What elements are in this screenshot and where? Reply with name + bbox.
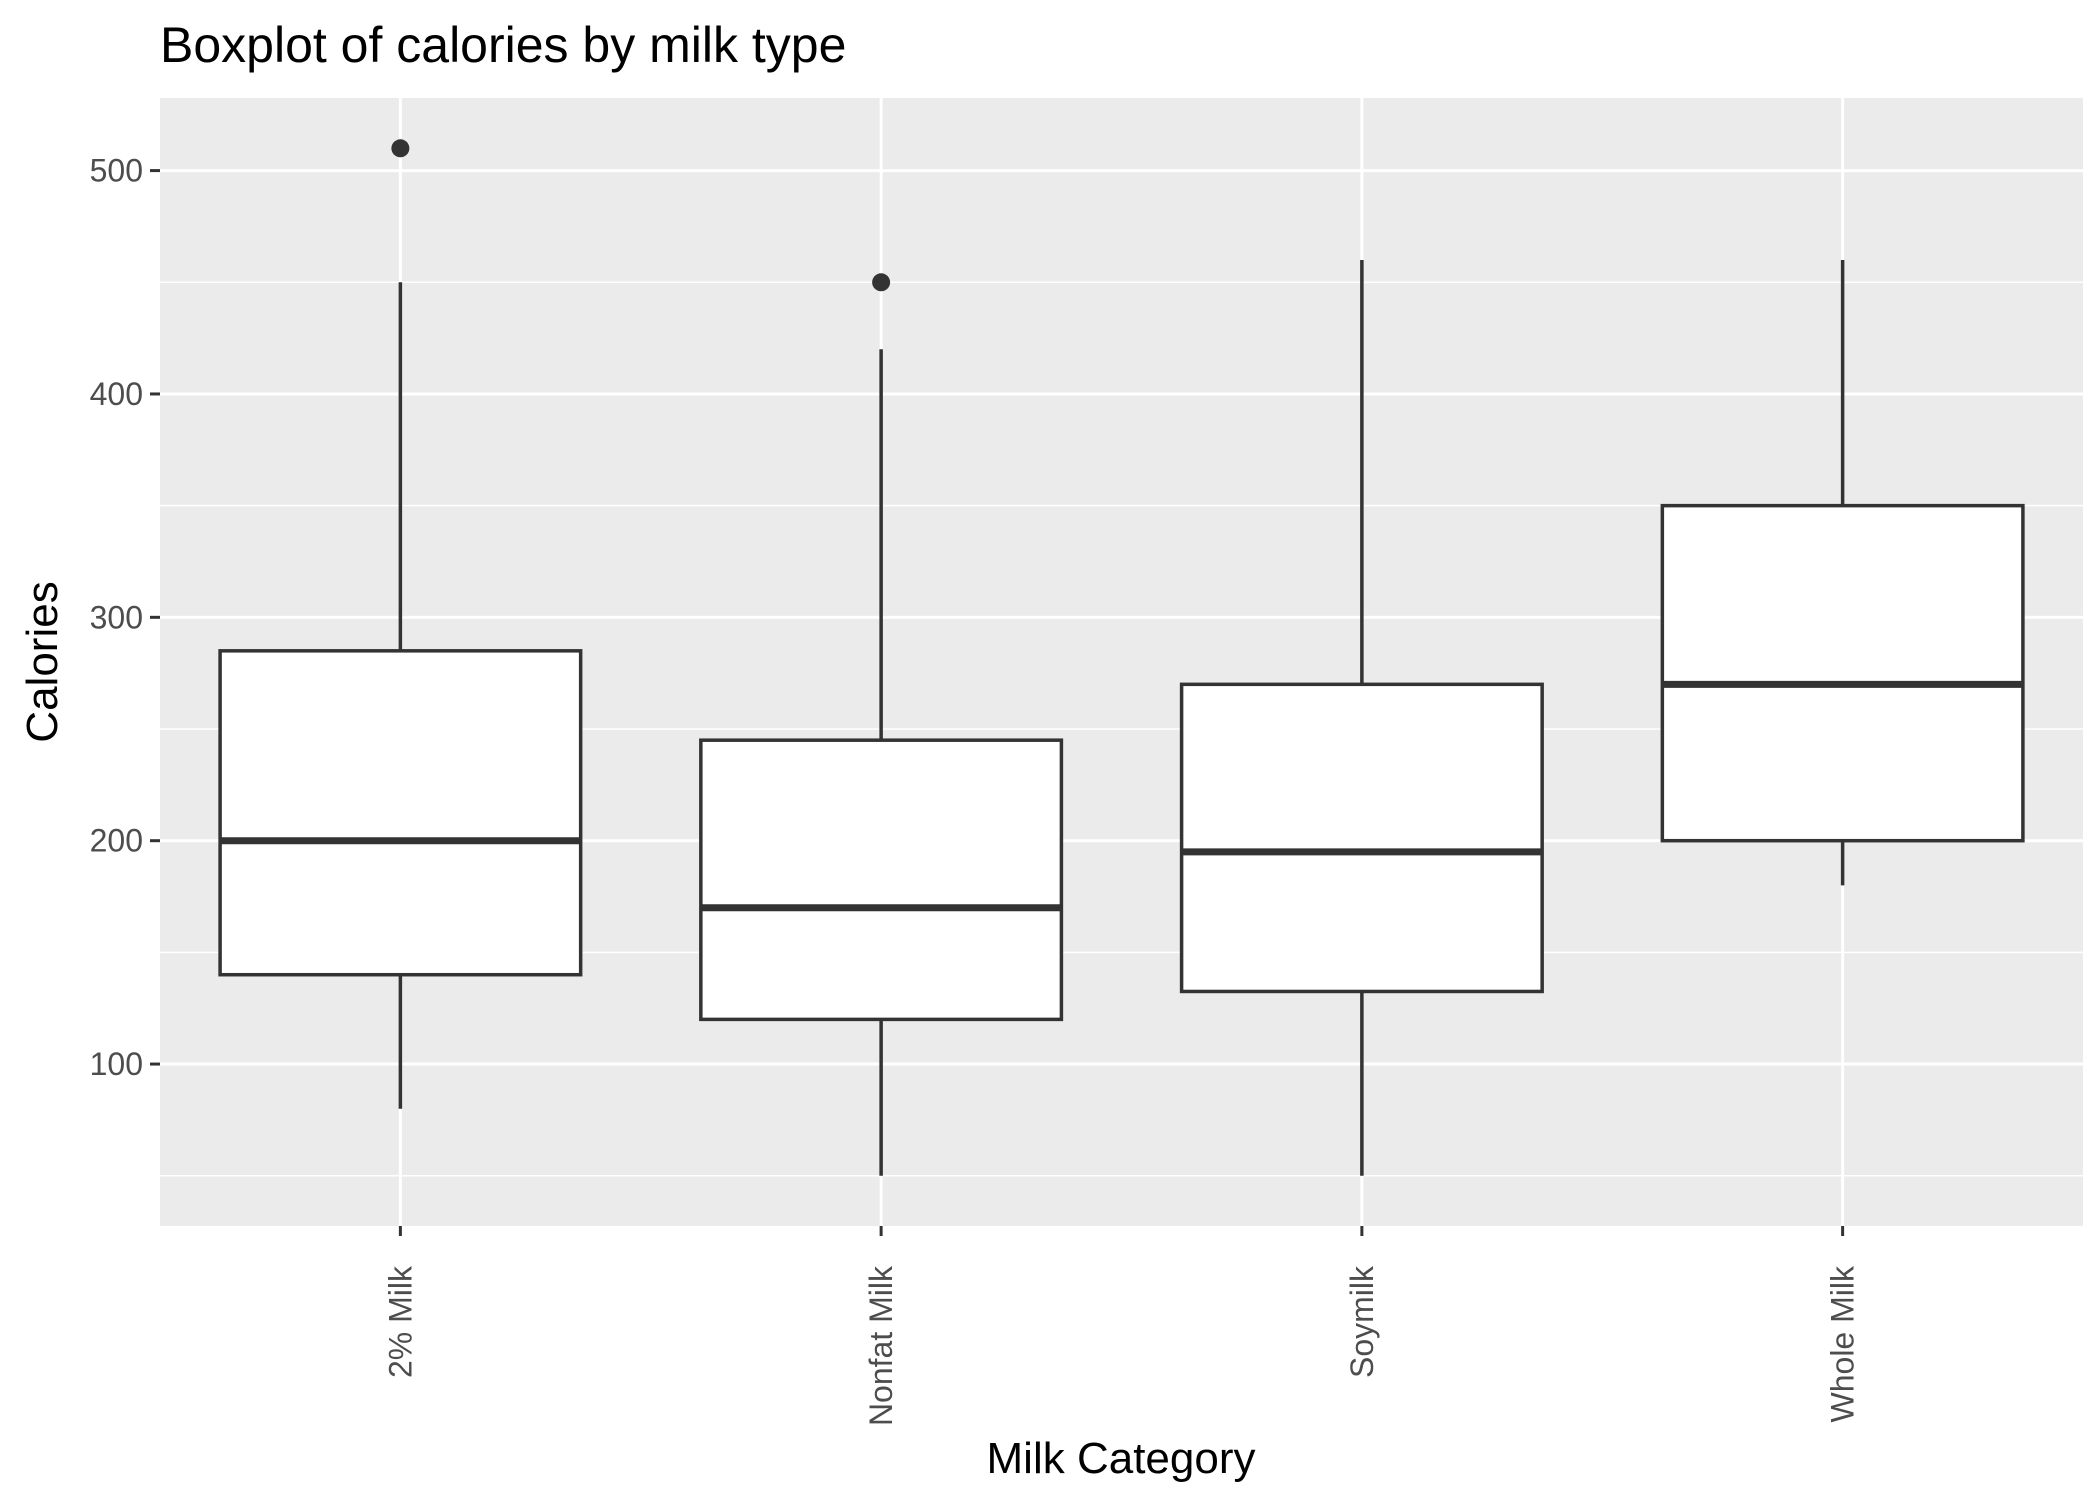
x-axis-title: Milk Category <box>987 1434 1256 1483</box>
iqr-box <box>699 738 1064 1022</box>
y-tick-label: 400 <box>90 376 143 412</box>
y-tick-label: 300 <box>90 599 143 635</box>
iqr-box <box>1660 503 2025 843</box>
y-axis-title: Calories <box>18 581 67 742</box>
box-group <box>218 139 583 1109</box>
y-tick-label: 100 <box>90 1046 143 1082</box>
iqr-box <box>218 649 583 977</box>
box-group <box>1660 259 2025 886</box>
iqr-box <box>1179 682 1544 994</box>
box-group <box>1179 259 1544 1176</box>
x-tick-label: Whole Milk <box>1825 1265 1861 1422</box>
x-tick-label: Soymilk <box>1344 1265 1380 1378</box>
outlier-point <box>872 273 891 292</box>
x-tick-label: 2% Milk <box>382 1265 418 1378</box>
x-tick-label: Nonfat Milk <box>863 1265 899 1426</box>
box-group <box>699 273 1064 1176</box>
axes: 100 200 300 400 500 2% Milk Nonfat Milk Soymilk… <box>90 153 1861 1426</box>
y-tick-label: 200 <box>90 823 143 859</box>
boxes <box>218 139 2025 1176</box>
chart-title: Boxplot of calories by milk type <box>160 17 846 73</box>
y-tick-label: 500 <box>90 153 143 189</box>
outlier-point <box>391 139 410 158</box>
